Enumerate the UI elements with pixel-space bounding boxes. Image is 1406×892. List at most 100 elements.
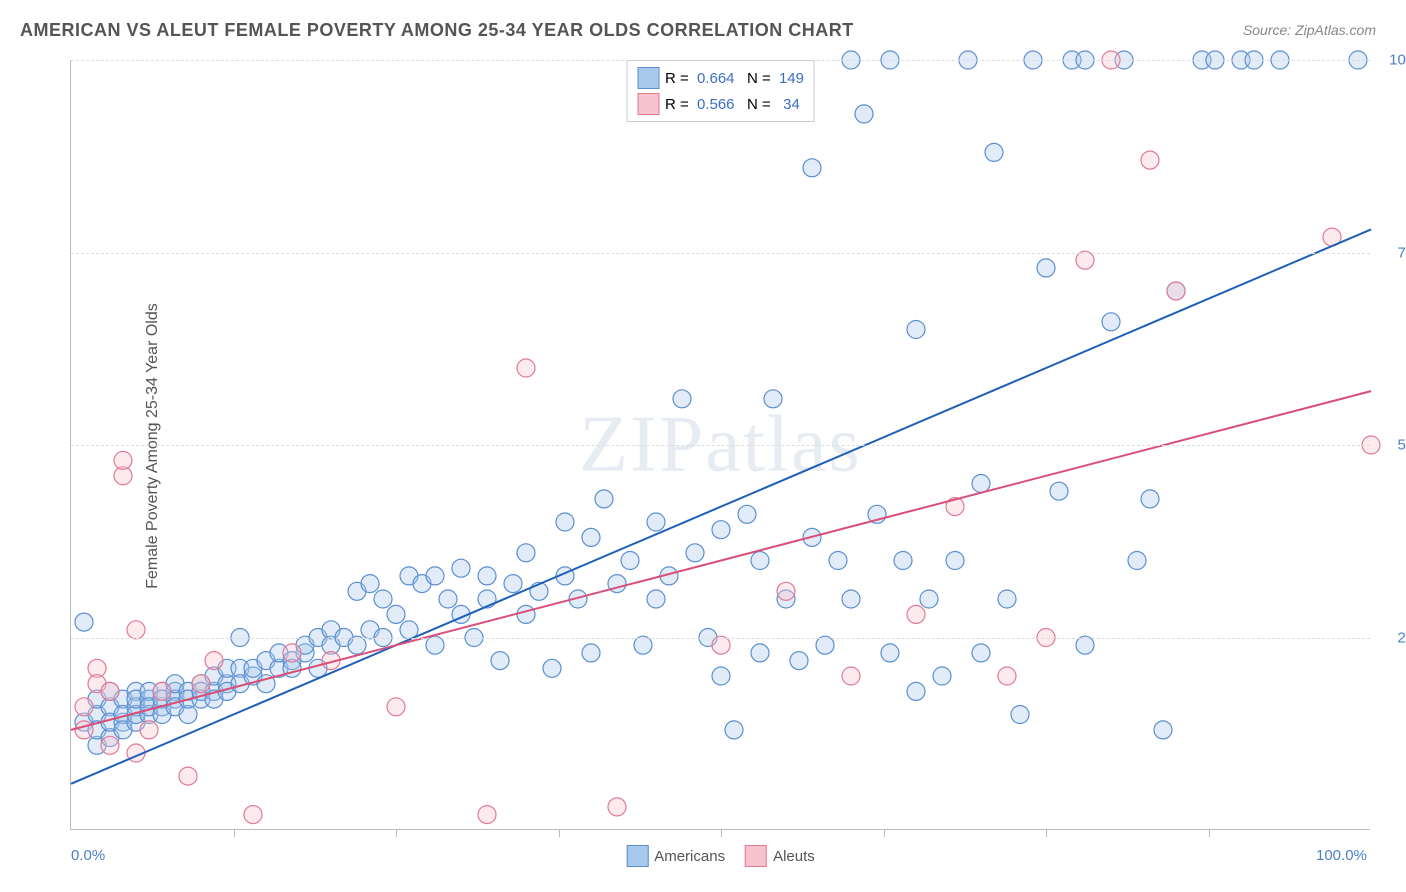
data-point	[478, 590, 496, 608]
data-point	[738, 505, 756, 523]
legend-series-item: Aleuts	[745, 845, 815, 867]
x-tick-minor	[884, 829, 885, 837]
data-point	[205, 652, 223, 670]
data-point	[179, 767, 197, 785]
data-point	[283, 644, 301, 662]
data-point	[478, 806, 496, 824]
data-point	[998, 667, 1016, 685]
data-point	[751, 644, 769, 662]
data-point	[816, 636, 834, 654]
data-point	[1141, 151, 1159, 169]
data-point	[933, 667, 951, 685]
data-point	[439, 590, 457, 608]
data-point	[686, 544, 704, 562]
legend-series-label: Americans	[654, 848, 725, 865]
data-point	[517, 605, 535, 623]
data-point	[1050, 482, 1068, 500]
data-point	[881, 644, 899, 662]
data-point	[647, 590, 665, 608]
legend-series-label: Aleuts	[773, 848, 815, 865]
data-point	[712, 667, 730, 685]
data-point	[1037, 259, 1055, 277]
data-point	[907, 605, 925, 623]
x-tick-minor	[396, 829, 397, 837]
data-point	[1011, 706, 1029, 724]
page-title: AMERICAN VS ALEUT FEMALE POVERTY AMONG 2…	[20, 20, 854, 41]
legend-stats-row: R = 0.664 N = 149	[637, 65, 804, 91]
data-point	[1128, 552, 1146, 570]
x-tick-minor	[1046, 829, 1047, 837]
data-point	[907, 682, 925, 700]
y-tick-label: 100.0%	[1380, 52, 1406, 69]
data-point	[725, 721, 743, 739]
trend-line	[71, 229, 1371, 783]
gridline-h	[71, 638, 1370, 639]
data-point	[920, 590, 938, 608]
data-point	[972, 644, 990, 662]
legend-swatch	[745, 845, 767, 867]
data-point	[647, 513, 665, 531]
data-point	[153, 682, 171, 700]
data-point	[985, 143, 1003, 161]
data-point	[387, 698, 405, 716]
data-point	[361, 575, 379, 593]
data-point	[478, 567, 496, 585]
gridline-h	[71, 445, 1370, 446]
data-point	[517, 544, 535, 562]
source-label: Source: ZipAtlas.com	[1243, 22, 1376, 38]
legend-series: Americans Aleuts	[626, 845, 815, 867]
y-tick-label: 25.0%	[1380, 629, 1406, 646]
data-point	[751, 552, 769, 570]
data-point	[595, 490, 613, 508]
data-point	[75, 698, 93, 716]
data-point	[842, 590, 860, 608]
chart-area: ZIPatlas R = 0.664 N = 149 R = 0.566 N =…	[70, 60, 1370, 830]
data-point	[127, 621, 145, 639]
legend-stats-row: R = 0.566 N = 34	[637, 91, 804, 117]
data-point	[348, 636, 366, 654]
data-point	[712, 521, 730, 539]
data-point	[101, 682, 119, 700]
data-point	[426, 636, 444, 654]
data-point	[608, 798, 626, 816]
data-point	[75, 721, 93, 739]
data-point	[855, 105, 873, 123]
data-point	[543, 659, 561, 677]
legend-stats: R = 0.664 N = 149 R = 0.566 N = 34	[626, 60, 815, 122]
data-point	[946, 552, 964, 570]
data-point	[842, 667, 860, 685]
data-point	[673, 390, 691, 408]
data-point	[894, 552, 912, 570]
data-point	[1167, 282, 1185, 300]
x-tick-minor	[559, 829, 560, 837]
data-point	[75, 613, 93, 631]
legend-swatch	[637, 67, 659, 89]
data-point	[1076, 251, 1094, 269]
x-tick-minor	[234, 829, 235, 837]
x-tick-label: 0.0%	[71, 847, 105, 864]
gridline-h	[71, 253, 1370, 254]
data-point	[634, 636, 652, 654]
data-point	[140, 721, 158, 739]
data-point	[803, 159, 821, 177]
data-point	[790, 652, 808, 670]
data-point	[244, 806, 262, 824]
data-point	[1076, 636, 1094, 654]
data-point	[491, 652, 509, 670]
data-point	[517, 359, 535, 377]
data-point	[452, 559, 470, 577]
data-point	[1154, 721, 1172, 739]
data-point	[1102, 313, 1120, 331]
data-point	[621, 552, 639, 570]
data-point	[582, 644, 600, 662]
legend-swatch	[626, 845, 648, 867]
y-tick-label: 75.0%	[1380, 244, 1406, 261]
data-point	[556, 513, 574, 531]
data-point	[777, 582, 795, 600]
data-point	[764, 390, 782, 408]
data-point	[192, 675, 210, 693]
data-point	[907, 321, 925, 339]
data-point	[582, 528, 600, 546]
data-point	[972, 475, 990, 493]
legend-stats-text: R = 0.664 N = 149	[665, 70, 804, 87]
